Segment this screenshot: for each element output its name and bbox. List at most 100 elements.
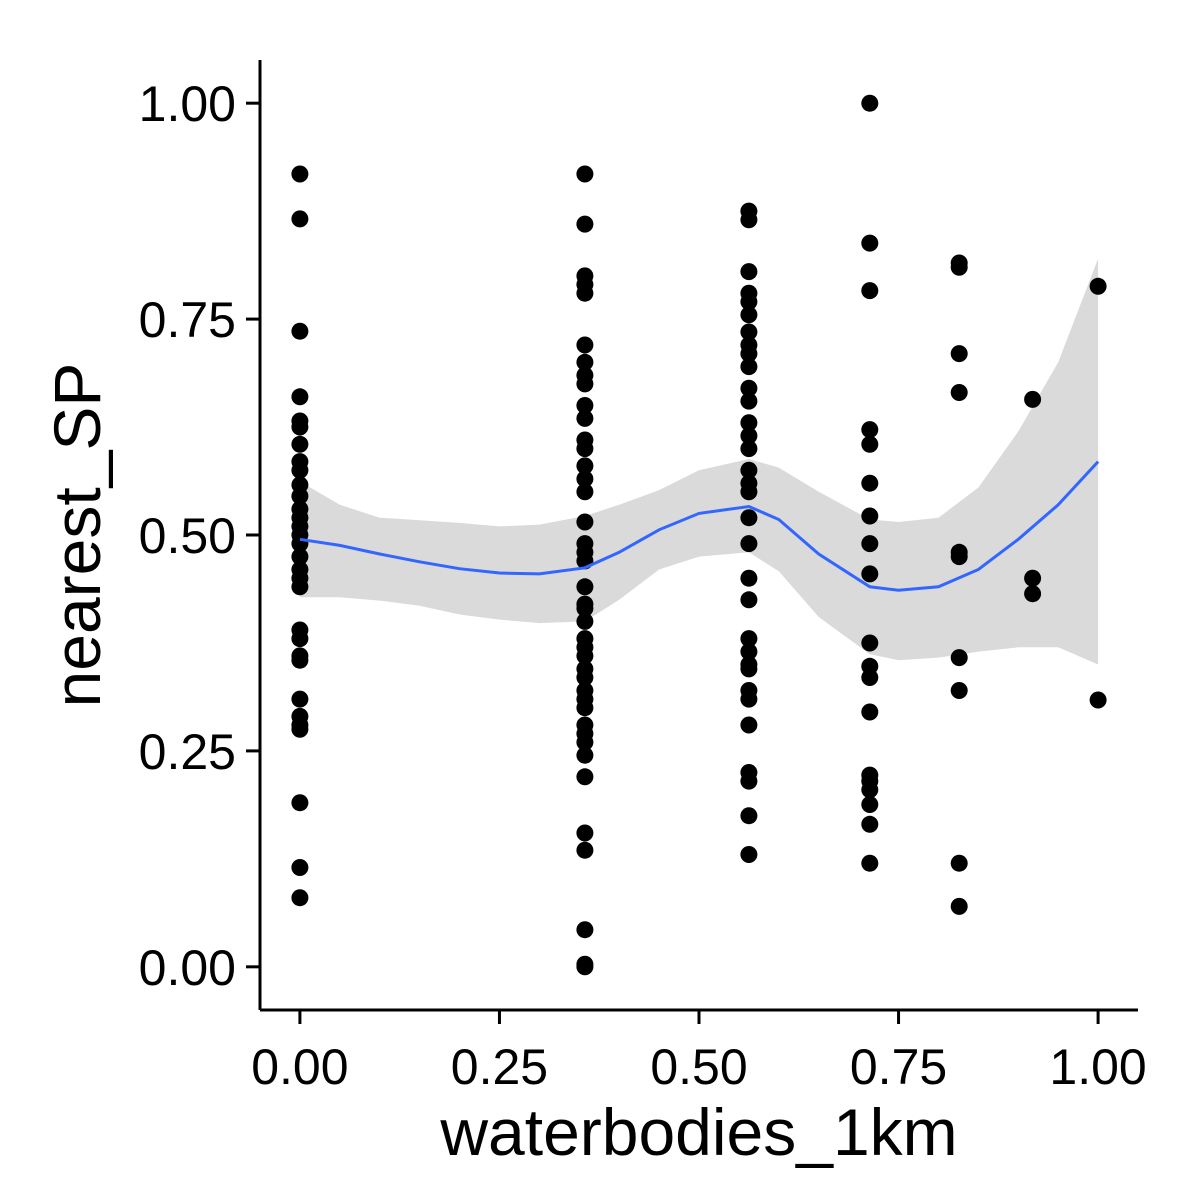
data-point [740,306,758,324]
y-tick-label: 0.75 [139,292,236,348]
data-point [740,293,758,311]
data-point [291,578,309,596]
data-point [740,509,758,527]
data-point [861,507,879,525]
data-point [950,548,968,566]
data-point [1024,585,1042,603]
smooth-line [299,460,1100,592]
data-point [740,660,758,678]
data-point [291,461,309,479]
confidence-ribbon [299,258,1099,665]
x-tick-label: 0.00 [251,1039,348,1095]
data-point [576,165,594,183]
data-point [861,565,879,583]
y-tick-label: 0.00 [139,940,236,996]
data-point [576,353,594,371]
data-point [576,578,594,596]
data-point [291,322,309,340]
data-point [861,815,879,833]
data-point [861,421,879,439]
data-point [1089,691,1107,709]
data-point [950,854,968,872]
data-point [861,634,879,652]
data-point [740,379,758,397]
data-point [576,397,594,414]
data-point [576,841,594,859]
data-points [291,94,1107,976]
data-point [576,733,594,751]
data-point [291,651,309,669]
data-point [576,483,594,501]
data-point [740,414,758,432]
y-tick-label: 1.00 [139,76,236,132]
data-point [740,846,758,863]
data-point [740,427,758,445]
x-tick-label: 0.75 [850,1039,947,1095]
data-point [861,234,879,252]
data-point [740,643,758,661]
x-tick-label: 0.50 [650,1039,747,1095]
data-point [576,336,594,354]
x-tick-label: 0.25 [451,1039,548,1095]
data-point [291,388,309,406]
data-point [576,284,594,302]
data-point [576,669,594,686]
data-point [291,418,309,436]
data-point [950,682,968,699]
data-point [576,457,594,475]
data-point [740,483,758,501]
x-tick-label: 1.00 [1049,1039,1146,1095]
data-point [291,889,309,907]
data-point [576,647,594,665]
data-point [576,440,594,458]
data-point [1024,569,1042,587]
data-point [576,375,594,393]
data-point [740,323,758,341]
data-point [740,535,758,553]
data-point [576,768,594,786]
data-point [740,392,758,410]
data-point [291,435,309,453]
data-point [576,824,594,842]
data-point [950,258,968,276]
data-point [576,958,594,976]
data-point [950,345,968,363]
data-point [861,535,879,553]
data-point [740,345,758,363]
data-point [291,165,309,183]
data-point [291,548,309,566]
data-point [576,470,594,488]
data-point [861,796,879,813]
x-axis-title: waterbodies_1km [439,1095,957,1169]
y-tick-label: 0.50 [139,508,236,564]
data-point [576,215,594,233]
data-point [740,630,758,648]
data-point [950,384,968,401]
data-point [1024,390,1042,408]
data-point [291,794,309,812]
data-point [861,282,879,300]
data-point [740,690,758,708]
data-point [291,720,309,738]
data-point [950,649,968,667]
data-point [576,513,594,531]
data-point [576,921,594,939]
data-point [740,569,758,587]
data-point [740,440,758,458]
data-point [291,690,309,708]
y-axis-title: nearest_SP [40,363,114,708]
data-point [291,210,309,228]
data-point [740,211,758,229]
data-point [740,591,758,609]
data-point [576,746,594,764]
data-point [291,859,309,876]
data-point [291,630,309,648]
data-point [576,409,594,427]
data-point [740,461,758,479]
y-tick-label: 0.25 [139,724,236,780]
data-point [861,703,879,721]
data-point [861,854,879,872]
x-axis-ticks: 0.00 0.25 0.50 0.75 1.00 [251,1010,1147,1095]
y-axis-ticks: 0.00 0.25 0.50 0.75 1.00 [139,76,260,996]
